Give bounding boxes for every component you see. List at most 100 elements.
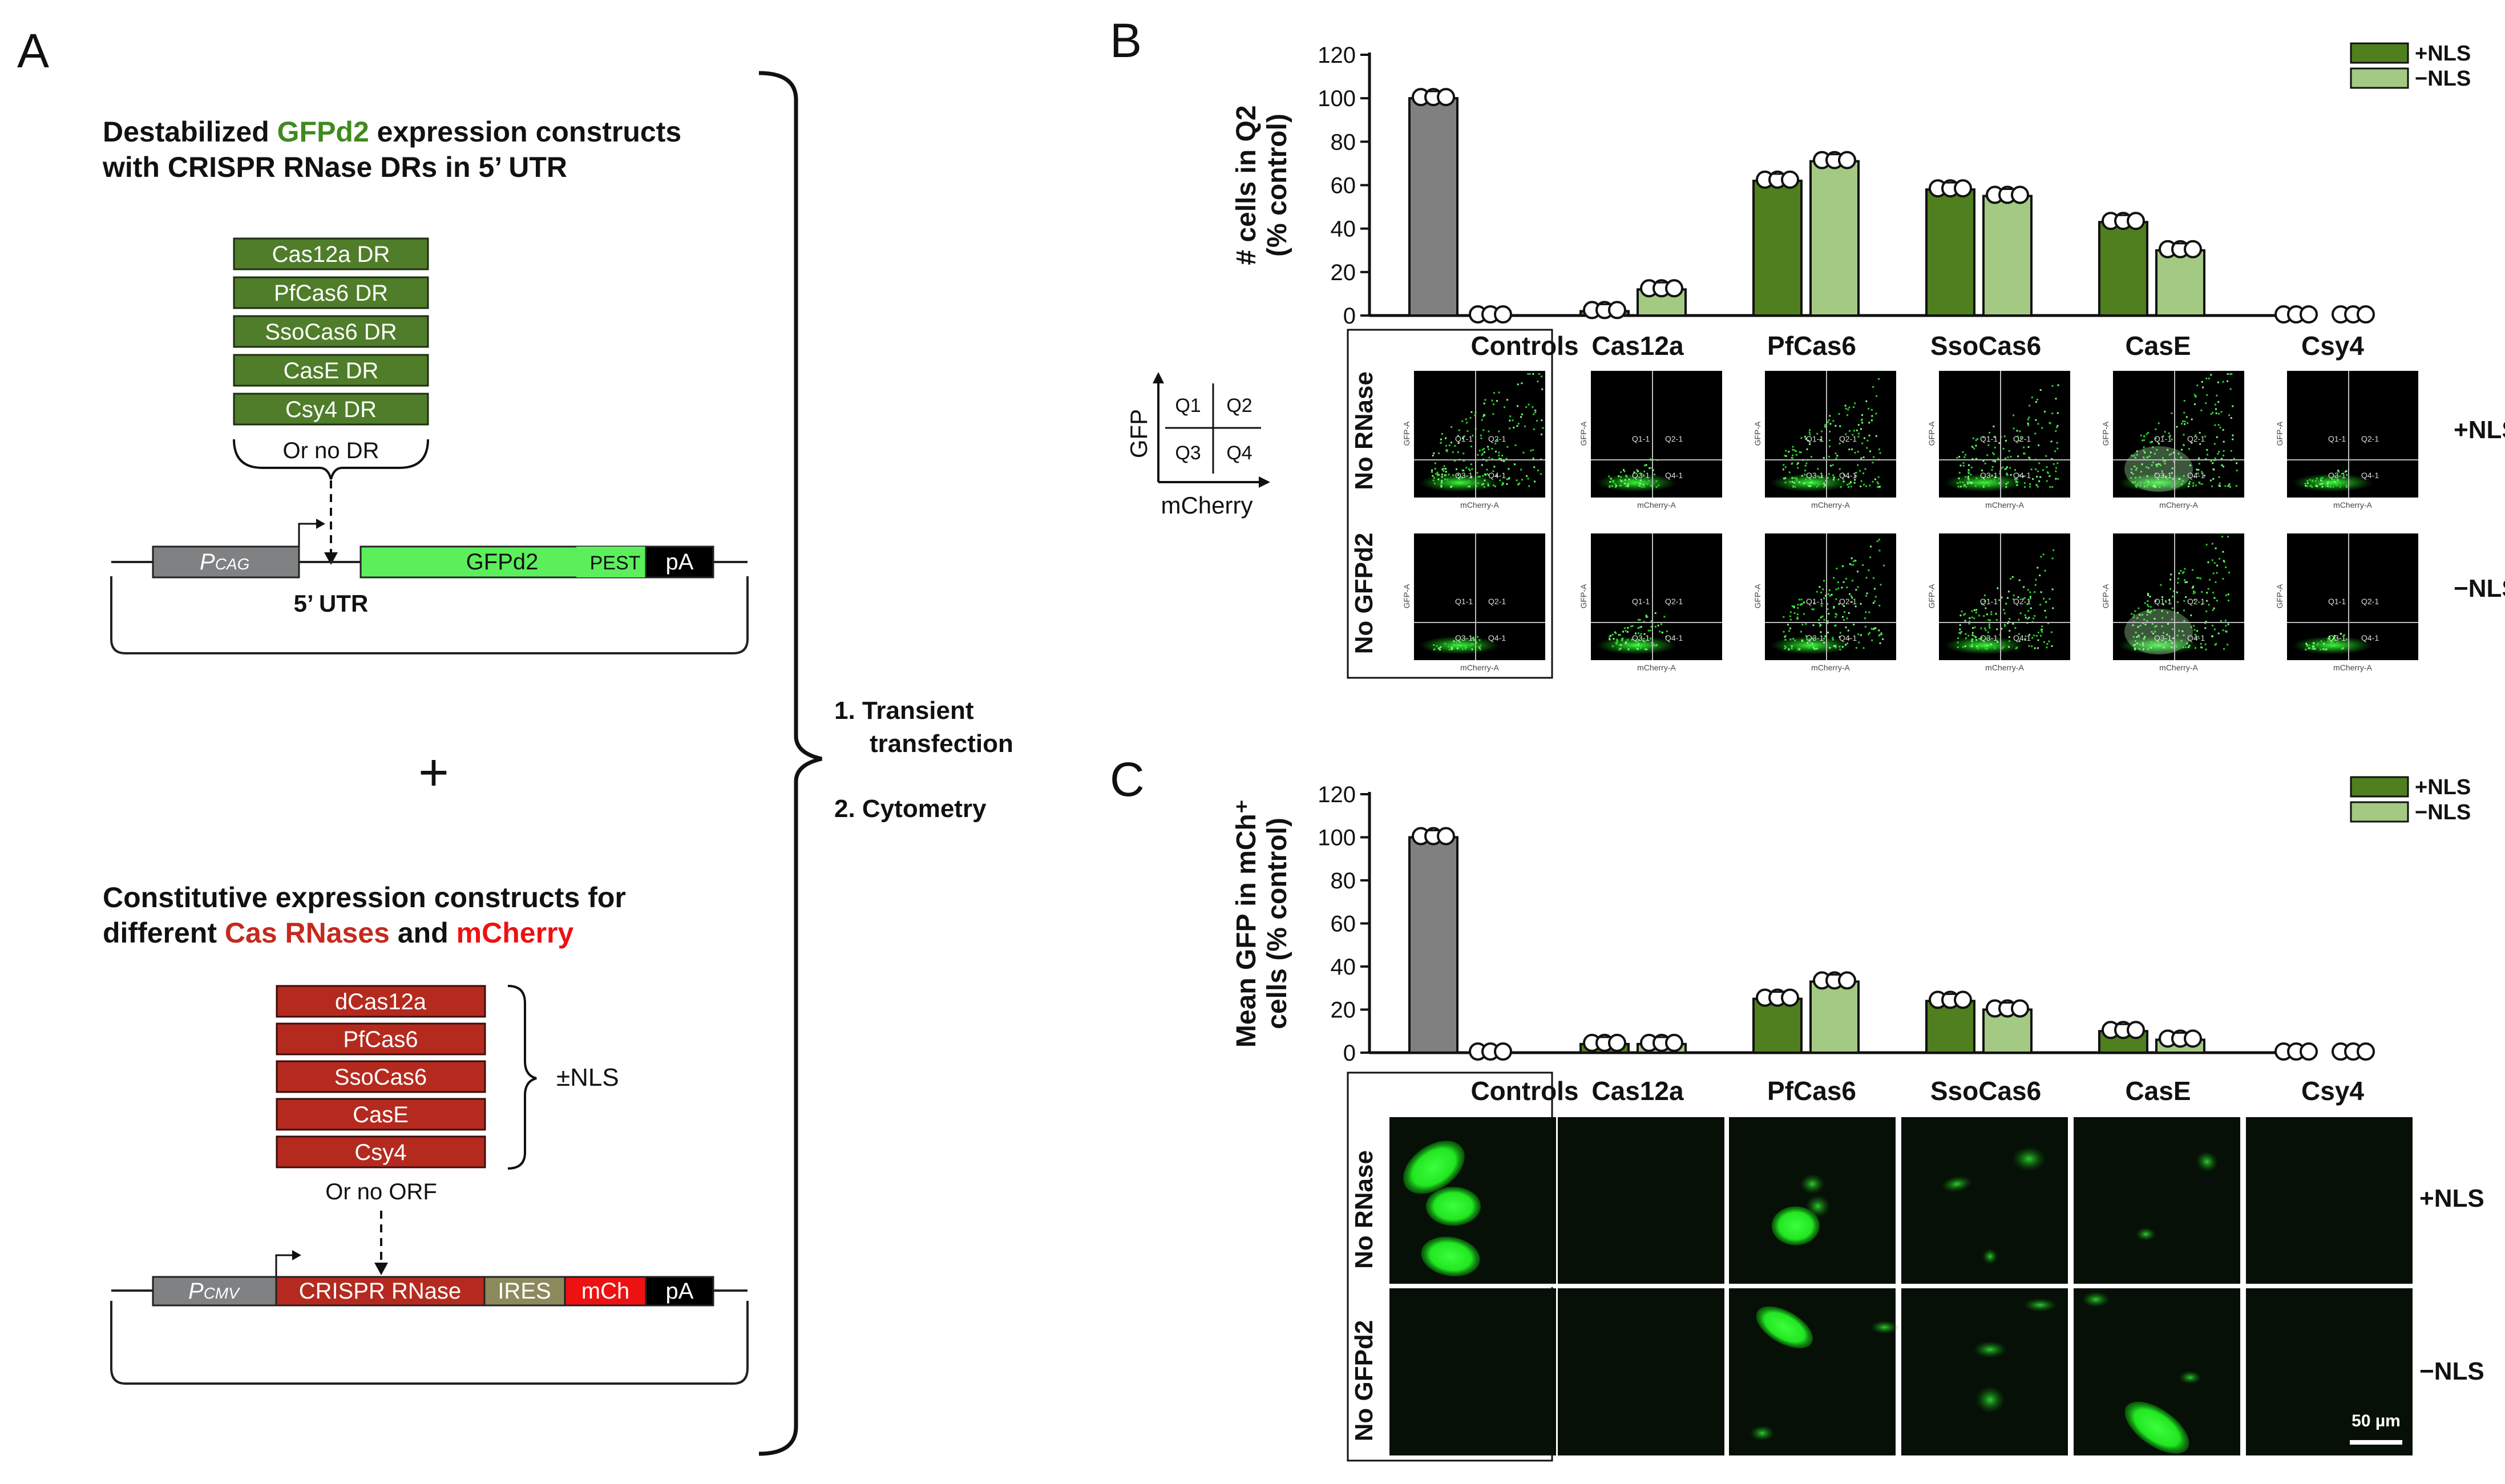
flow-y-label: GFP-A bbox=[1753, 584, 1762, 608]
flow-gate-q1: Q1-1 bbox=[1806, 597, 1824, 606]
flow-event bbox=[1878, 549, 1881, 552]
flow-event bbox=[1452, 474, 1454, 476]
flow-event bbox=[1466, 430, 1469, 432]
flow-event bbox=[2171, 472, 2173, 474]
flow-event bbox=[1843, 581, 1845, 583]
flow-event bbox=[1994, 446, 1996, 448]
dr-box-label: SsoCas6 DR bbox=[265, 320, 397, 345]
flow-event bbox=[1640, 626, 1642, 628]
flow-event bbox=[1983, 480, 1986, 483]
flow-event bbox=[1824, 424, 1826, 426]
flow-event bbox=[2005, 486, 2007, 488]
flow-event bbox=[2132, 624, 2134, 626]
flow-event bbox=[2172, 590, 2175, 592]
flow-gate-q4: Q4-1 bbox=[2361, 633, 2379, 642]
flow-event bbox=[1971, 632, 1974, 634]
step1-line2: transfection bbox=[870, 730, 1013, 758]
flow-event bbox=[2036, 475, 2038, 478]
flow-event bbox=[2304, 483, 2306, 485]
flow-event bbox=[1438, 474, 1440, 476]
flow-event bbox=[2142, 648, 2144, 650]
flow-event bbox=[1982, 476, 1985, 479]
flow-event bbox=[2004, 625, 2006, 627]
flow-event bbox=[1804, 435, 1807, 438]
flow-event bbox=[2051, 557, 2054, 560]
flow-event bbox=[2037, 398, 2039, 401]
rnase-box-label: SsoCas6 bbox=[334, 1065, 427, 1090]
flow-event bbox=[2183, 609, 2185, 612]
flow-event bbox=[1532, 373, 1534, 375]
flow-event bbox=[1845, 626, 1847, 629]
flow-event bbox=[1440, 438, 1442, 440]
flow-event bbox=[2192, 485, 2194, 487]
flow-event bbox=[2156, 448, 2158, 451]
flow-event bbox=[1459, 641, 1461, 643]
flow-event bbox=[2221, 458, 2223, 460]
flow-event bbox=[1443, 470, 1445, 472]
flow-event bbox=[1957, 637, 1959, 640]
flow-event bbox=[2041, 630, 2043, 633]
flow-event bbox=[1472, 435, 1474, 437]
flow-event bbox=[1811, 482, 1813, 484]
flow-event bbox=[1498, 391, 1500, 394]
flow-event bbox=[1959, 614, 1962, 617]
flow-event bbox=[1805, 438, 1807, 440]
flow-event bbox=[1618, 475, 1620, 478]
column-header: PfCas6 bbox=[1767, 1076, 1856, 1106]
flow-event bbox=[1436, 471, 1439, 474]
controls-frame bbox=[1347, 329, 1553, 679]
bar-plus-nls bbox=[2098, 221, 2148, 317]
flow-event bbox=[1797, 467, 1799, 469]
flow-event bbox=[1484, 451, 1486, 454]
flow-event bbox=[2206, 394, 2208, 396]
flow-event bbox=[2166, 612, 2168, 614]
flow-event bbox=[1462, 452, 1465, 455]
flow-event bbox=[1784, 635, 1787, 637]
row-label-no-gfpd2: No GFPd2 bbox=[1350, 1320, 1378, 1442]
flow-event bbox=[1808, 431, 1811, 434]
flow-event bbox=[1508, 468, 1510, 470]
flow-event bbox=[2211, 485, 2213, 487]
flow-event bbox=[2193, 394, 2196, 396]
flow-event bbox=[2140, 434, 2142, 436]
flow-event bbox=[2172, 595, 2174, 597]
y-tick-label: 40 bbox=[1331, 955, 1356, 980]
flow-event bbox=[2030, 468, 2033, 471]
flow-event bbox=[2038, 444, 2040, 446]
flow-event bbox=[1823, 483, 1825, 485]
flow-event bbox=[1454, 460, 1456, 462]
flow-event bbox=[2205, 402, 2207, 405]
flow-event bbox=[1440, 442, 1442, 444]
flow-event bbox=[2150, 441, 2152, 443]
reporter-pa-box bbox=[645, 545, 714, 579]
flow-event bbox=[1797, 607, 1799, 609]
flow-event bbox=[2033, 617, 2035, 620]
flow-event bbox=[2171, 467, 2173, 470]
flow-event bbox=[1482, 483, 1485, 485]
flow-event bbox=[2178, 572, 2180, 575]
flow-event bbox=[1798, 481, 1800, 483]
bar-plus-nls bbox=[1752, 997, 1803, 1054]
flow-event bbox=[1666, 630, 1668, 633]
y-axis-label-line2: cells (% control) bbox=[1262, 818, 1292, 1029]
rnase-box-label: PfCas6 bbox=[343, 1027, 418, 1052]
flow-event bbox=[1491, 399, 1493, 402]
flow-event bbox=[2171, 486, 2173, 488]
flow-event bbox=[2223, 560, 2225, 562]
flow-event bbox=[2013, 414, 2015, 417]
flow-event bbox=[1870, 545, 1872, 548]
flow-gate-q4: Q4-1 bbox=[2013, 633, 2031, 642]
flow-event bbox=[1990, 480, 1992, 482]
flow-event bbox=[1872, 386, 1874, 388]
flow-event bbox=[1453, 640, 1455, 642]
flow-event bbox=[1623, 627, 1626, 629]
rnase-pa-label: pA bbox=[666, 1279, 694, 1304]
flow-event bbox=[1805, 635, 1807, 637]
flow-event bbox=[2219, 557, 2221, 560]
flow-event bbox=[1877, 476, 1880, 478]
flow-event bbox=[2134, 644, 2136, 646]
flow-x-label: mCherry-A bbox=[1637, 500, 1676, 510]
flow-event bbox=[1973, 609, 1975, 611]
flow-event bbox=[2206, 592, 2208, 594]
replicate-point bbox=[1781, 170, 1799, 189]
